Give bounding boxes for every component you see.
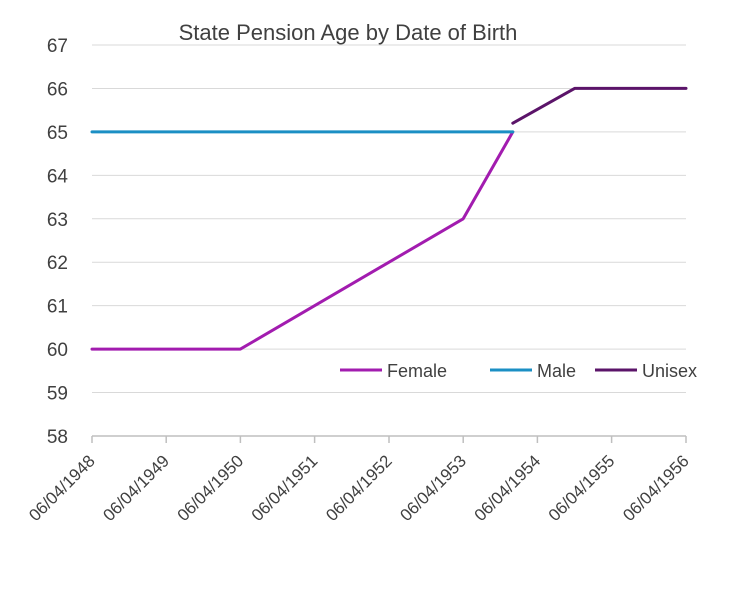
legend-label-unisex: Unisex [642, 361, 697, 381]
y-tick-label: 67 [47, 36, 68, 57]
y-tick-label: 66 [47, 79, 68, 100]
series-lines [90, 86, 688, 351]
series-line-female [90, 130, 515, 351]
series-line-unisex [511, 86, 688, 125]
y-tick-label: 65 [47, 123, 68, 144]
y-tick-label: 61 [47, 297, 68, 318]
y-tick-label: 59 [47, 384, 68, 405]
chart-title: State Pension Age by Date of Birth [179, 20, 518, 45]
y-tick-label: 63 [47, 210, 68, 231]
y-tick-label: 64 [47, 166, 69, 187]
y-tick-label: 62 [47, 253, 68, 274]
y-tick-label: 60 [47, 340, 68, 361]
legend: Female Male Unisex [340, 361, 697, 381]
legend-label-female: Female [387, 361, 447, 381]
y-tick-label: 58 [47, 427, 68, 448]
gridlines [92, 44, 686, 394]
legend-label-male: Male [537, 361, 576, 381]
